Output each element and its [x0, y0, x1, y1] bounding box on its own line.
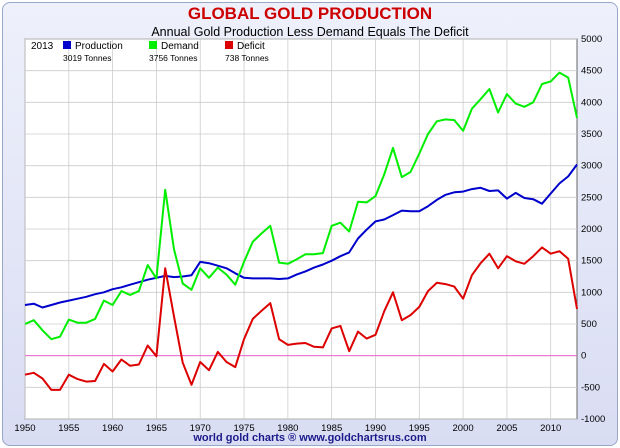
gold-production-chart: 1950 1955 1960 1965 1970 1975 1980 1985 1990 1995…: [14, 34, 605, 434]
x-tick-label: 1995: [409, 423, 430, 434]
legend-value-deficit: 738 Tonnes: [225, 53, 269, 63]
y-tick-label: -1000: [581, 414, 605, 425]
x-tick-label: 2010: [540, 423, 561, 434]
y-tick-label: 1000: [581, 287, 602, 298]
legend-swatch-demand: [149, 41, 157, 49]
x-tick-label: 1955: [58, 423, 79, 434]
y-tick-label: 4000: [581, 97, 602, 108]
x-tick-label: 1975: [233, 423, 254, 434]
y-tick-label: 1500: [581, 256, 602, 267]
series-line-demand: [24, 71, 578, 341]
legend-label-deficit: Deficit: [237, 41, 265, 52]
y-tick-label: 5000: [581, 34, 602, 45]
y-tick-label: 4500: [581, 66, 602, 77]
series-line-deficit: [24, 246, 578, 391]
x-tick-label: 1965: [146, 423, 167, 434]
y-tick-label: 500: [581, 319, 597, 330]
x-tick-label: 1950: [14, 423, 35, 434]
series-line-production: [24, 163, 578, 309]
x-tick-label: 2005: [496, 423, 517, 434]
series-lines: [24, 71, 578, 391]
y-tick-label: 3000: [581, 161, 602, 172]
x-tick-label: 1985: [321, 423, 342, 434]
legend-year: 2013: [31, 41, 54, 52]
chart-subtitle: Annual Gold Production Less Demand Equal…: [151, 25, 469, 39]
x-tick-label: 2000: [453, 423, 474, 434]
legend-swatch-production: [63, 41, 71, 49]
x-tick-label: 1990: [365, 423, 386, 434]
y-tick-label: 0: [581, 351, 586, 362]
y-tick-label: 3500: [581, 129, 602, 140]
legend-swatch-deficit: [225, 41, 233, 49]
y-tick-label: 2500: [581, 192, 602, 203]
axis-labels: 1950 1955 1960 1965 1970 1975 1980 1985 1990 1995…: [14, 34, 605, 434]
x-tick-label: 1960: [102, 423, 123, 434]
chart-title: GLOBAL GOLD PRODUCTION: [187, 4, 433, 23]
y-tick-label: 2000: [581, 224, 602, 235]
y-tick-label: -500: [581, 382, 600, 393]
legend: 2013 Production 3019 Tonnes Demand 3756 …: [31, 41, 269, 63]
x-tick-label: 1980: [277, 423, 298, 434]
legend-value-demand: 3756 Tonnes: [149, 53, 198, 63]
legend-label-production: Production: [75, 41, 123, 52]
footer-credit: world gold charts ® www.goldchartsrus.co…: [193, 432, 427, 444]
legend-label-demand: Demand: [161, 41, 199, 52]
x-tick-label: 1970: [190, 423, 211, 434]
legend-value-production: 3019 Tonnes: [63, 53, 112, 63]
